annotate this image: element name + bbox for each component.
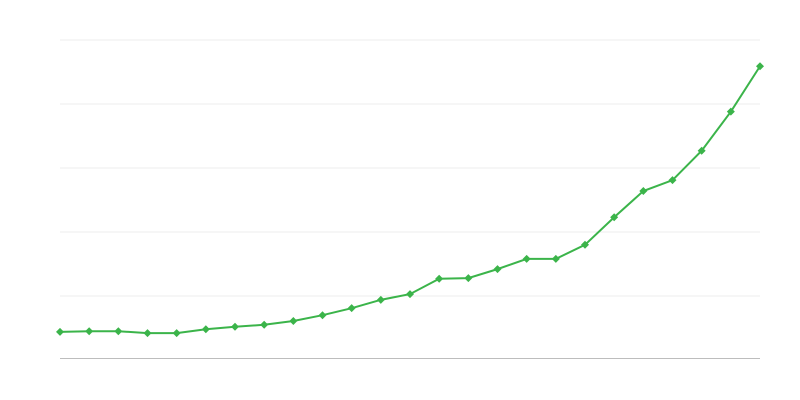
marker (85, 327, 94, 336)
marker (318, 311, 327, 320)
marker (406, 290, 414, 299)
marker (260, 320, 269, 329)
marker (289, 316, 298, 325)
marker (551, 254, 560, 263)
marker (581, 240, 589, 249)
marker (114, 327, 123, 336)
marker (376, 295, 385, 304)
marker (639, 187, 648, 196)
marker (522, 254, 531, 263)
marker (668, 176, 677, 185)
marker (726, 107, 735, 116)
marker (756, 62, 764, 71)
marker (435, 274, 444, 283)
marker (347, 304, 356, 313)
marker (56, 327, 64, 336)
marker (201, 325, 210, 334)
marker (172, 329, 181, 338)
marker (493, 265, 502, 274)
marker (231, 322, 239, 331)
marker (610, 213, 619, 222)
marker (143, 329, 152, 338)
marker (464, 274, 473, 283)
marker (697, 146, 706, 155)
